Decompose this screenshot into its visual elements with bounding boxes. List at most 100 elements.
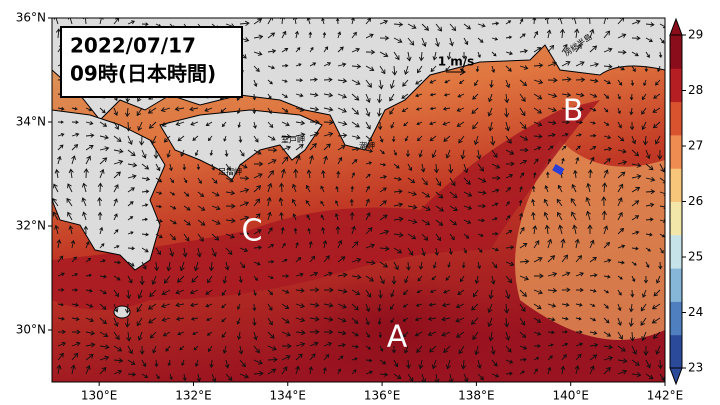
vector — [421, 219, 431, 226]
vector — [617, 358, 628, 364]
vector — [573, 169, 578, 179]
vector — [391, 345, 397, 354]
vector — [421, 205, 431, 211]
vector — [488, 93, 493, 103]
vector — [238, 135, 243, 144]
vector — [281, 258, 288, 263]
vector — [457, 289, 465, 295]
vector — [295, 353, 303, 361]
vector — [519, 212, 524, 221]
vector — [308, 240, 313, 249]
vector — [393, 232, 404, 238]
vector — [601, 210, 607, 221]
vector — [309, 106, 320, 112]
vector — [267, 182, 273, 193]
vector — [575, 287, 584, 293]
vector — [323, 131, 334, 137]
vector — [127, 162, 138, 168]
vector — [402, 331, 409, 338]
vector — [166, 261, 172, 272]
vector — [253, 275, 258, 281]
vector — [365, 33, 374, 39]
vector — [416, 345, 423, 354]
vector — [225, 190, 236, 196]
vector — [448, 373, 454, 382]
vector — [162, 331, 171, 337]
vector — [169, 219, 177, 225]
vector — [570, 198, 577, 207]
vector — [447, 261, 451, 268]
vector — [337, 156, 343, 165]
vector — [403, 121, 409, 127]
vector — [617, 93, 621, 100]
vector — [207, 275, 213, 284]
vector — [163, 135, 171, 143]
colorbar-tick-label: 28 — [688, 83, 703, 97]
vector — [267, 170, 274, 179]
vector — [420, 163, 426, 173]
vector — [337, 46, 344, 53]
vector — [561, 92, 572, 98]
vector — [281, 366, 288, 375]
vector — [561, 271, 571, 277]
scale-label: 1 m/s — [438, 55, 475, 69]
vector — [113, 369, 123, 375]
vector — [444, 79, 451, 84]
vector — [379, 19, 389, 25]
vector — [267, 331, 275, 339]
vector — [645, 261, 650, 269]
vector — [519, 135, 529, 141]
vector — [631, 135, 637, 145]
vector — [379, 359, 387, 365]
vector — [589, 317, 597, 322]
vector — [642, 135, 649, 146]
colorbar-tick-label: 23 — [688, 361, 703, 375]
vector — [547, 132, 556, 138]
vector — [433, 163, 439, 174]
vector — [351, 289, 361, 296]
vector — [147, 303, 157, 310]
vector — [307, 227, 311, 235]
vector — [448, 247, 453, 255]
vector — [659, 233, 665, 238]
vector — [281, 242, 286, 249]
vector — [505, 289, 511, 300]
vector — [337, 343, 346, 348]
vector — [504, 121, 511, 132]
vector — [323, 46, 329, 53]
vector — [211, 191, 220, 197]
colorbar-tick-label: 26 — [688, 194, 703, 208]
vector — [97, 182, 103, 193]
vector — [54, 224, 60, 235]
vector — [652, 121, 661, 129]
vector — [161, 289, 171, 296]
vector — [152, 345, 157, 354]
vector — [533, 47, 542, 53]
vector — [390, 121, 395, 129]
vector — [175, 289, 185, 295]
vector — [519, 275, 530, 281]
vector — [533, 240, 540, 249]
vector — [459, 275, 465, 283]
vector — [406, 261, 411, 271]
vector — [589, 121, 596, 125]
vector — [390, 331, 395, 339]
vector — [99, 157, 108, 165]
land-shikoku — [159, 109, 323, 181]
vector — [603, 289, 610, 294]
vector — [225, 163, 231, 171]
vector — [57, 255, 64, 263]
vector — [239, 149, 245, 157]
vector — [99, 344, 110, 350]
vector — [505, 275, 513, 284]
vector — [490, 345, 496, 356]
vector — [182, 247, 188, 258]
vector — [457, 93, 465, 98]
vector — [337, 355, 344, 361]
vector — [113, 260, 122, 265]
vector — [239, 187, 250, 193]
vector — [519, 357, 527, 362]
vector — [320, 200, 325, 207]
vector — [239, 231, 250, 237]
vector — [174, 106, 185, 112]
